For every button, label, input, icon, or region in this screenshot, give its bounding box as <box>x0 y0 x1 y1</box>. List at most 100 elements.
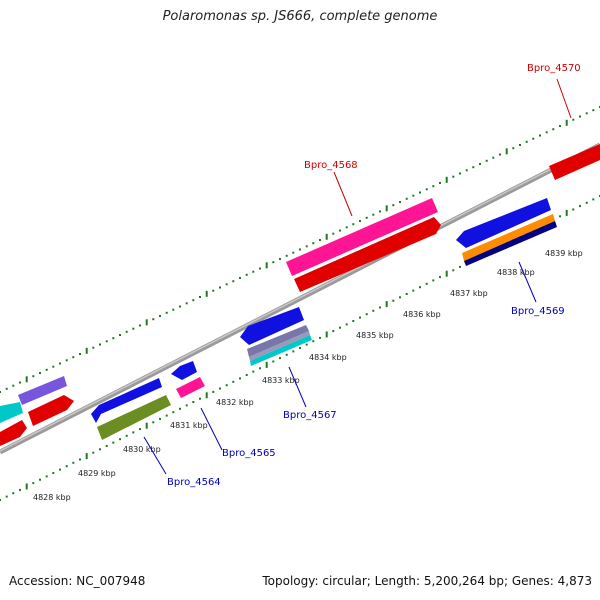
lower-tick <box>259 367 261 370</box>
upper-tick <box>279 258 281 260</box>
upper-tick <box>232 280 235 283</box>
gene-blue-small[interactable] <box>171 361 197 380</box>
lower-tick <box>179 407 181 410</box>
upper-tick <box>579 115 581 118</box>
label-bpro-4570[interactable]: Bpro_4570 <box>527 63 581 74</box>
upper-tick <box>205 290 208 297</box>
gene-features <box>0 144 600 446</box>
upper-tick <box>352 223 355 226</box>
gene-orange-4569[interactable] <box>462 214 555 261</box>
upper-tick <box>399 201 401 203</box>
upper-tick <box>125 330 128 333</box>
upper-tick <box>365 216 368 219</box>
gene-red-4568[interactable] <box>294 217 441 292</box>
gene-purple-left[interactable] <box>18 376 67 405</box>
gene-navy-4569[interactable] <box>464 221 557 266</box>
lower-tick <box>419 286 421 289</box>
lower-tick <box>572 208 575 211</box>
lower-tick <box>585 201 588 204</box>
topology-stats-text: Topology: circular; Length: 5,200,264 bp… <box>262 574 592 588</box>
upper-tick <box>32 375 35 378</box>
lower-tick <box>452 269 455 272</box>
lower-tick <box>559 215 561 218</box>
lower-tick <box>92 451 95 454</box>
lower-tick <box>52 472 55 474</box>
lower-tick <box>412 289 415 292</box>
lower-tick <box>232 380 235 383</box>
upper-tick <box>45 368 48 371</box>
gene-blue-4569[interactable] <box>456 198 551 248</box>
upper-tick <box>472 166 475 169</box>
lower-tick <box>72 461 75 464</box>
lower-tick <box>145 422 148 429</box>
lower-tick <box>85 453 88 460</box>
upper-tick <box>145 319 148 326</box>
tick-rows <box>0 106 600 501</box>
upper-tick <box>65 359 68 362</box>
upper-tick <box>325 233 328 240</box>
upper-tick <box>172 308 175 311</box>
upper-tick <box>272 261 275 264</box>
upper-tick <box>225 283 228 286</box>
lower-tick <box>579 205 581 208</box>
upper-tick <box>199 296 201 298</box>
upper-tick <box>312 242 315 245</box>
gene-blue-4567[interactable] <box>240 307 304 345</box>
label-bpro-4568[interactable]: Bpro_4568 <box>304 160 358 171</box>
gene-stripes-4567[interactable] <box>247 325 309 357</box>
label-bpro-4567[interactable]: Bpro_4567 <box>283 410 337 421</box>
upper-tick <box>19 381 21 384</box>
kbp-label-4839: 4839 kbp <box>545 249 583 258</box>
upper-tick <box>439 182 441 184</box>
gene-blue-4564[interactable] <box>91 378 162 423</box>
lower-tick <box>392 299 395 302</box>
label-bpro-4569[interactable]: Bpro_4569 <box>511 306 565 317</box>
upper-tick <box>132 327 135 330</box>
lower-tick <box>132 431 135 434</box>
lower-tick <box>0 499 1 501</box>
lower-tick <box>65 465 68 468</box>
lower-tick <box>185 404 188 407</box>
upper-tick <box>105 340 108 343</box>
gene-red-left[interactable] <box>28 395 74 426</box>
lower-tick <box>279 357 281 360</box>
upper-tick <box>192 299 195 302</box>
gene-pink-4568[interactable] <box>286 198 438 276</box>
gene-red-4570[interactable] <box>549 144 600 180</box>
lower-tick <box>312 340 315 343</box>
upper-tick <box>152 318 155 321</box>
kbp-tick-labels: 4828 kbp 4829 kbp 4830 kbp 4831 kbp 4832 kbp… <box>33 249 583 502</box>
gene-olive-4564[interactable] <box>97 395 171 440</box>
upper-tick <box>179 305 181 308</box>
upper-tick <box>385 205 388 212</box>
upper-tick <box>332 232 335 235</box>
gene-stripes-4567-b[interactable] <box>249 331 310 361</box>
label-bpro-4565[interactable]: Bpro_4565 <box>222 448 276 459</box>
upper-tick <box>585 112 588 115</box>
label-bpro-4564[interactable]: Bpro_4564 <box>167 477 221 488</box>
upper-tick <box>319 239 321 241</box>
gene-cyan-left-edge[interactable] <box>0 402 23 423</box>
kbp-label-4835: 4835 kbp <box>356 331 394 340</box>
upper-tick <box>119 334 121 336</box>
backbone-highlight <box>0 143 600 452</box>
upper-tick <box>479 163 481 165</box>
gene-pink-4565[interactable] <box>176 377 205 398</box>
lower-tick <box>332 330 335 333</box>
upper-tick <box>299 248 301 251</box>
gene-red-left-edge[interactable] <box>0 420 27 446</box>
upper-tick <box>419 191 421 194</box>
lower-tick <box>239 377 241 380</box>
lower-tick <box>139 428 141 431</box>
gene-cyan-4567[interactable] <box>250 335 312 366</box>
upper-tick <box>39 372 41 374</box>
upper-tick <box>559 125 561 127</box>
upper-tick <box>505 148 508 155</box>
lower-tick <box>459 265 461 268</box>
lower-tick <box>119 438 121 441</box>
kbp-label-4830: 4830 kbp <box>123 445 161 454</box>
lower-tick <box>285 353 288 356</box>
lower-tick <box>5 495 8 498</box>
upper-tick <box>452 175 455 178</box>
